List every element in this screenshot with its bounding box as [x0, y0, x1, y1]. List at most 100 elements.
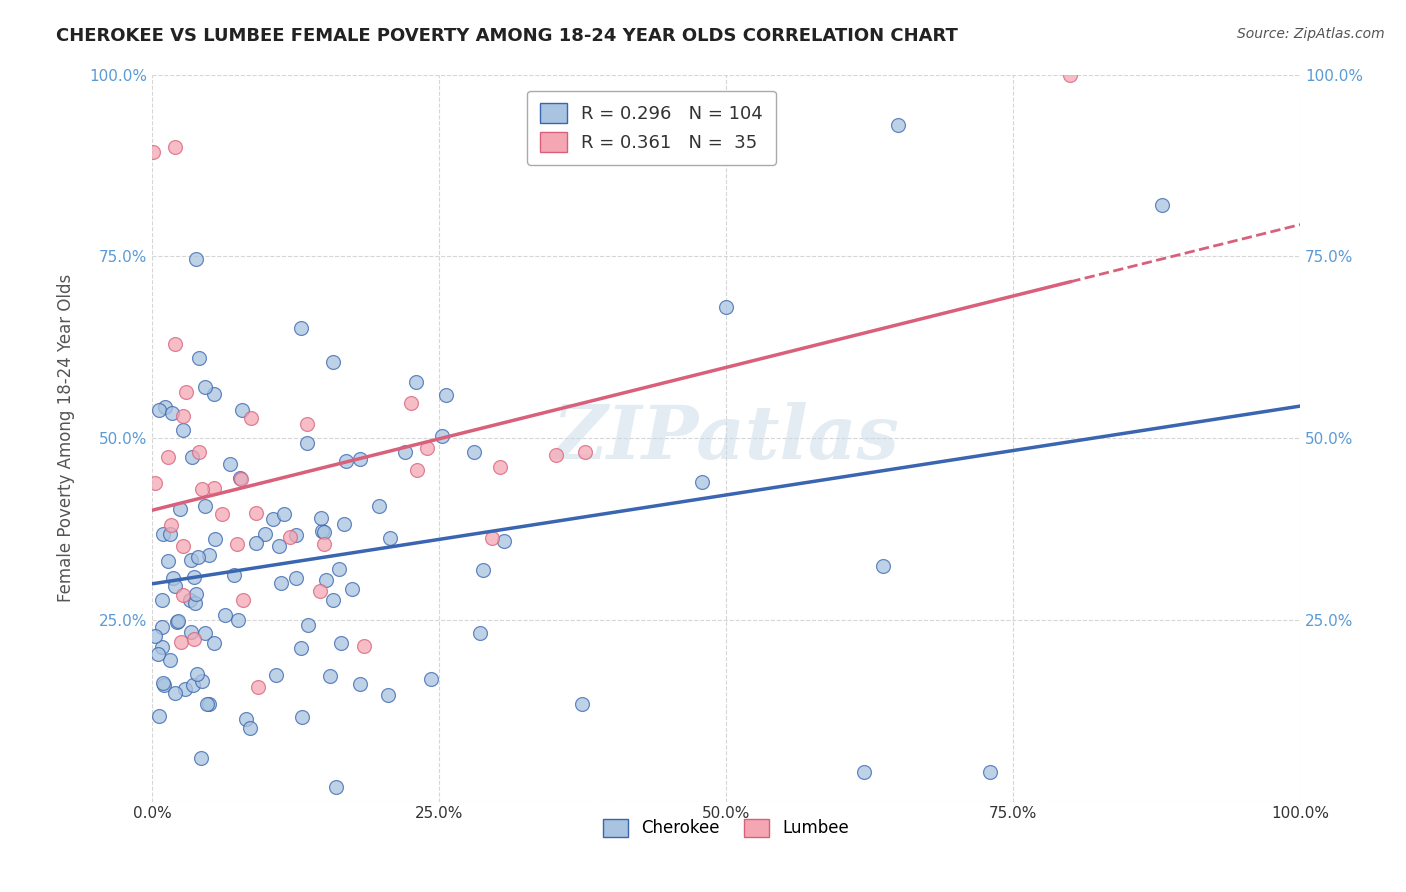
Point: [1059, 68, 1081, 82]
Point: [172, 588, 194, 602]
Point: [183, 570, 205, 584]
Point: [290, 641, 312, 656]
Point: [887, 119, 910, 133]
Point: [180, 624, 202, 639]
Point: [290, 320, 312, 334]
Point: [380, 531, 402, 545]
Point: [181, 678, 204, 692]
Point: [311, 524, 333, 539]
Point: [194, 499, 217, 513]
Point: [194, 625, 217, 640]
Y-axis label: Female Poverty Among 18-24 Year Olds: Female Poverty Among 18-24 Year Olds: [58, 274, 75, 602]
Point: [152, 676, 174, 690]
Point: [159, 526, 181, 541]
Point: [172, 423, 194, 437]
Point: [191, 482, 214, 496]
Point: [187, 550, 209, 565]
Point: [238, 722, 260, 736]
Point: [330, 636, 353, 650]
Point: [148, 708, 170, 723]
Point: [204, 532, 226, 546]
Point: [160, 406, 183, 420]
Text: CHEROKEE VS LUMBEE FEMALE POVERTY AMONG 18-24 YEAR OLDS CORRELATION CHART: CHEROKEE VS LUMBEE FEMALE POVERTY AMONG …: [56, 27, 957, 45]
Point: [262, 512, 284, 526]
Point: [183, 632, 205, 646]
Point: [172, 539, 194, 553]
Point: [157, 554, 180, 568]
Point: [195, 697, 218, 711]
Point: [284, 571, 307, 585]
Point: [472, 563, 495, 577]
Point: [492, 533, 515, 548]
Point: [430, 429, 453, 443]
Point: [1152, 198, 1174, 212]
Point: [202, 481, 225, 495]
Point: [163, 686, 186, 700]
Point: [322, 355, 344, 369]
Point: [405, 376, 427, 390]
Point: [278, 530, 301, 544]
Point: [162, 571, 184, 585]
Point: [143, 629, 166, 643]
Point: [571, 697, 593, 711]
Point: [394, 445, 416, 459]
Point: [148, 403, 170, 417]
Point: [269, 539, 291, 553]
Point: [188, 445, 211, 459]
Point: [146, 647, 169, 661]
Point: [231, 402, 253, 417]
Point: [319, 669, 342, 683]
Point: [349, 452, 371, 467]
Point: [481, 531, 503, 545]
Point: [202, 386, 225, 401]
Point: [309, 583, 332, 598]
Point: [198, 697, 221, 711]
Point: [273, 507, 295, 521]
Point: [328, 562, 350, 576]
Point: [153, 400, 176, 414]
Point: [150, 620, 173, 634]
Point: [159, 653, 181, 667]
Point: [340, 582, 363, 596]
Point: [226, 537, 249, 551]
Point: [190, 673, 212, 688]
Point: [245, 536, 267, 550]
Point: [226, 613, 249, 627]
Text: ZIPatlas: ZIPatlas: [553, 401, 900, 475]
Point: [872, 559, 894, 574]
Point: [166, 615, 188, 629]
Point: [335, 454, 357, 468]
Point: [152, 527, 174, 541]
Point: [180, 450, 202, 464]
Point: [322, 592, 344, 607]
Point: [179, 553, 201, 567]
Point: [332, 516, 354, 531]
Point: [235, 712, 257, 726]
Point: [295, 417, 318, 431]
Point: [692, 475, 714, 489]
Point: [218, 457, 240, 471]
Point: [405, 463, 427, 477]
Point: [852, 765, 875, 780]
Point: [232, 593, 254, 607]
Point: [188, 351, 211, 366]
Point: [546, 448, 568, 462]
Point: [325, 780, 347, 794]
Point: [143, 476, 166, 491]
Point: [270, 575, 292, 590]
Point: [163, 140, 186, 154]
Point: [245, 506, 267, 520]
Point: [150, 592, 173, 607]
Point: [240, 410, 263, 425]
Point: [246, 680, 269, 694]
Point: [211, 507, 233, 521]
Point: [315, 573, 337, 587]
Point: [184, 596, 207, 610]
Point: [349, 677, 371, 691]
Point: [314, 537, 336, 551]
Point: [264, 668, 287, 682]
Point: [160, 517, 183, 532]
Point: [470, 626, 492, 640]
Point: [186, 666, 208, 681]
Point: [153, 678, 176, 692]
